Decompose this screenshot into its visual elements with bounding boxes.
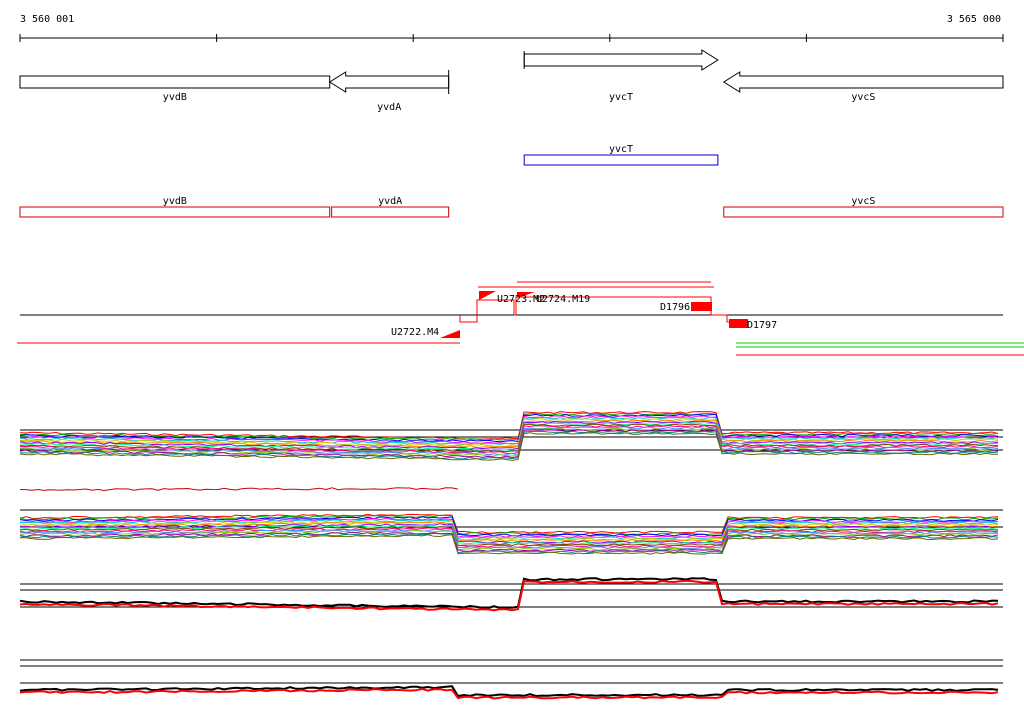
annotation-label-yvdA: yvdA [378,196,402,207]
profile-line [19,517,999,538]
profile-line [19,423,998,453]
gene-arrow-yvcS[interactable] [722,71,1004,93]
profile-line [19,427,999,457]
profile-line [19,413,999,443]
marker-U2722.M4[interactable] [440,330,460,338]
profile-line [19,532,999,554]
profile-line [19,526,999,547]
gene-arrow-yvcT[interactable] [523,49,719,71]
profile-line [19,514,999,536]
gene-label-yvcT: yvcT [609,92,633,103]
profile-line [19,422,999,452]
profile-line [19,432,999,461]
marker-D1796[interactable] [691,302,712,311]
label-U2723.M2: U2723.M2 [497,294,545,305]
annotation-label-yvcS: yvcS [851,196,875,207]
ruler-ticks [19,34,1004,42]
profile-track-2 [19,487,1003,555]
profile-line [19,519,999,540]
profile-line [20,534,999,555]
profile-track-1 [19,411,1003,461]
marker-U2723.M2[interactable] [479,291,496,300]
label-D1797: D1797 [747,320,777,331]
label-D1796: D1796 [660,302,690,313]
annotation-box-yvdB[interactable] [19,206,331,218]
coordinate-ruler: 3 560 001 3 565 000 [19,14,1004,42]
profile-line [19,579,999,612]
marker-D1797[interactable] [729,319,748,328]
profile-line [19,524,999,545]
profile-line [19,411,999,440]
gene-label-yvdB: yvdB [163,92,187,103]
profile-line [19,521,999,543]
annotation-label-yvdB: yvdB [163,196,187,207]
profile-line [19,687,999,700]
segment-step-outline [459,296,745,323]
profile-line [19,577,999,610]
gene-label-yvcS: yvcS [851,92,875,103]
marker-U2724.M19[interactable] [517,292,535,298]
profile-line [19,420,999,450]
label-U2722.M4: U2722.M4 [391,327,439,338]
annotation-box-yvdA[interactable] [331,206,450,218]
profile-line [19,516,999,537]
annotation-box-tracks: yvcT yvdB yvdA yvcS [19,144,1004,218]
segment-marker-track: U2722.M4 U2723.M2 U2724.M19 D1796 D1797 [17,281,1024,356]
ruler-start-label: 3 560 001 [20,14,74,25]
profile-line [19,416,999,445]
profile-line [19,513,999,534]
profile-line [19,430,999,460]
profile-line [20,425,999,455]
ruler-end-label: 3 565 000 [947,14,1001,25]
gene-arrow-yvdA[interactable] [328,71,450,93]
profile-line [19,419,999,448]
label-U2724.M19: U2724.M19 [536,294,590,305]
gene-arrow-yvdB[interactable] [19,75,331,89]
gene-label-yvdA: yvdA [377,102,401,113]
profile-track-4 [19,659,1003,700]
profile-track-3 [19,577,1003,612]
annotation-label-yvcT: yvcT [609,144,633,155]
profile-line [19,530,999,551]
annotation-box-yvcT[interactable] [523,154,719,166]
profile-outlier-line [19,487,459,492]
profile-line [19,527,999,548]
profile-line [19,418,999,447]
gene-arrow-track: yvdB yvdA yvcT yvcS [19,49,1004,113]
profile-line [19,685,999,698]
profile-tracks [19,411,1003,700]
annotation-box-yvcS[interactable] [723,206,1004,218]
